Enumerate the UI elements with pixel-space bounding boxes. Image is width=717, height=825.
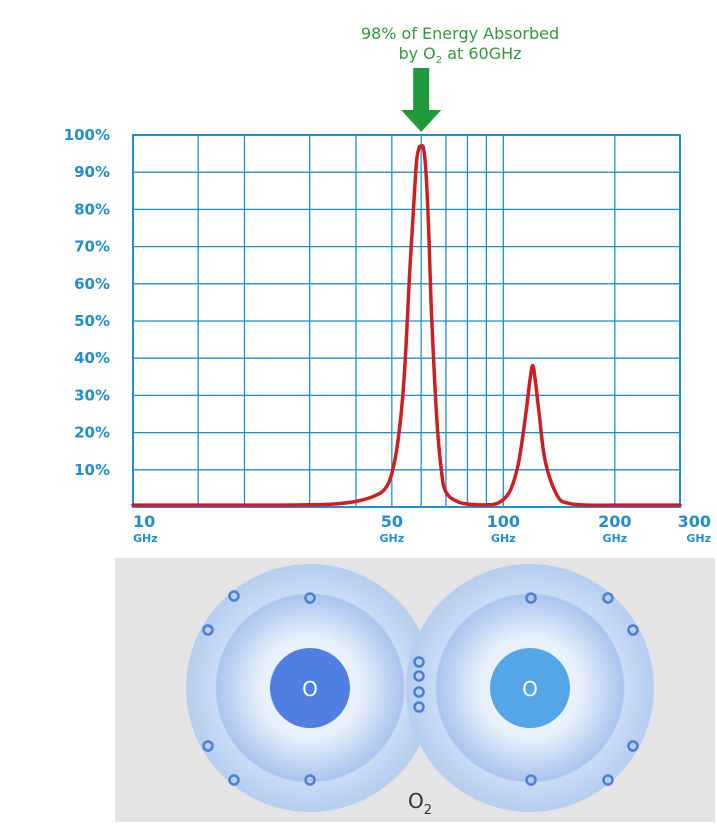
- x-tick-unit: GHz: [491, 532, 516, 545]
- molecule-caption: O2: [408, 789, 432, 818]
- y-tick-label: 50%: [74, 312, 110, 330]
- plot-frame: [132, 134, 681, 508]
- electron: [525, 592, 537, 604]
- y-axis-labels: 10% 20% 30% 40% 50% 60% 70% 80% 90% 100%: [64, 126, 110, 479]
- electron: [228, 590, 240, 602]
- peak-annotation: 98% of Energy Absorbed by O2 at 60GHz: [300, 24, 620, 71]
- annotation-line-1: 98% of Energy Absorbed: [360, 24, 560, 43]
- x-tick-label: 200: [598, 512, 631, 531]
- atom-label-left: O: [302, 677, 318, 701]
- caption-subscript: 2: [424, 803, 432, 818]
- electron: [202, 624, 214, 636]
- caption-main: O: [408, 789, 424, 813]
- electron: [627, 740, 639, 752]
- electron: [602, 592, 614, 604]
- y-tick-label: 40%: [74, 349, 110, 367]
- inner-shell: [215, 593, 405, 783]
- y-tick-label: 70%: [74, 238, 110, 256]
- electron: [627, 624, 639, 636]
- x-tick-label: 100: [487, 512, 520, 531]
- outer-shell: [186, 564, 434, 812]
- x-tick-unit: GHz: [602, 532, 627, 545]
- electron: [413, 670, 425, 682]
- y-tick-label: 90%: [74, 163, 110, 181]
- electron: [228, 774, 240, 786]
- nucleus-left: [270, 648, 350, 728]
- x-tick-unit: GHz: [133, 532, 158, 545]
- annotation-line-2-prefix: by O: [398, 44, 436, 63]
- x-tick-unit: GHz: [380, 532, 405, 545]
- nucleus-right: [490, 648, 570, 728]
- electron: [413, 701, 425, 713]
- atom-label-right: O: [522, 677, 538, 701]
- annotation-line-2: by O2 at 60GHz: [300, 44, 620, 71]
- y-tick-label: 10%: [74, 461, 110, 479]
- peak-arrow-icon: [401, 68, 442, 132]
- y-tick-label: 100%: [64, 126, 110, 144]
- y-tick-label: 20%: [74, 424, 110, 442]
- annotation-line-2-suffix: at 60GHz: [442, 44, 522, 63]
- annotation-line-2-subscript: 2: [435, 55, 443, 67]
- down-arrow-icon: [401, 68, 442, 132]
- y-tick-label: 30%: [74, 386, 110, 404]
- oxygen-atom-right: O: [406, 564, 654, 812]
- x-tick-unit: GHz: [686, 532, 711, 545]
- electron: [602, 774, 614, 786]
- x-tick-label: 50: [381, 512, 403, 531]
- electron: [304, 592, 316, 604]
- inner-shell: [435, 593, 625, 783]
- oxygen-atom-left: O: [186, 564, 434, 812]
- electron: [413, 686, 425, 698]
- x-tick-label: 300: [678, 512, 711, 531]
- x-tick-label: 10: [133, 512, 155, 531]
- electron: [413, 656, 425, 668]
- electrons: [202, 590, 639, 786]
- molecule-background: [115, 558, 715, 822]
- outer-shell: [406, 564, 654, 812]
- absorption-curve: [131, 144, 682, 508]
- electron: [525, 774, 537, 786]
- y-tick-label: 80%: [74, 200, 110, 218]
- y-tick-label: 60%: [74, 275, 110, 293]
- absorption-chart: 10%20%30%40%50%60%70%80%90%100% 10GHz50G…: [64, 68, 711, 545]
- electron: [202, 740, 214, 752]
- electron: [304, 774, 316, 786]
